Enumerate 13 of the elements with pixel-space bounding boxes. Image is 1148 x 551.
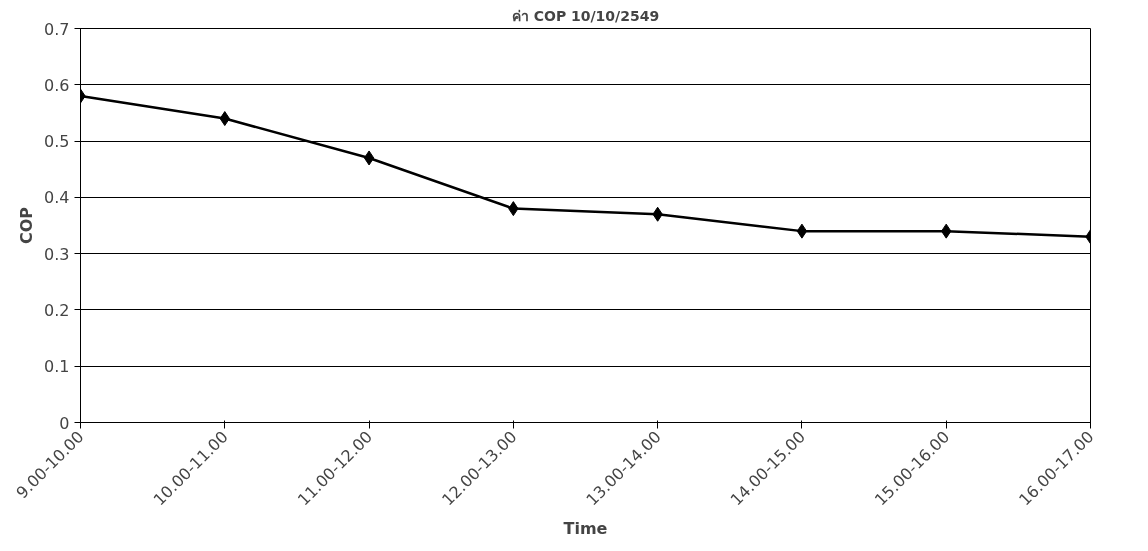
point xyxy=(363,150,375,166)
y-tick-label: 0.1 xyxy=(44,357,70,377)
y-tick-label: 0 xyxy=(59,413,70,433)
chart-title: ค่า COP 10/10/2549 xyxy=(511,7,660,24)
y-tick-label: 0.2 xyxy=(44,300,70,320)
y-tick-label: 0.5 xyxy=(44,132,70,152)
y-axis-title: COP xyxy=(17,206,37,245)
y-tick-label: 0.6 xyxy=(44,75,70,95)
y-tick-label: 0.4 xyxy=(44,188,70,208)
y-tick-label: 0.7 xyxy=(44,19,70,39)
point xyxy=(796,223,808,239)
x-axis-title: Time xyxy=(563,518,608,538)
y-tick-label: 0.3 xyxy=(44,244,70,264)
